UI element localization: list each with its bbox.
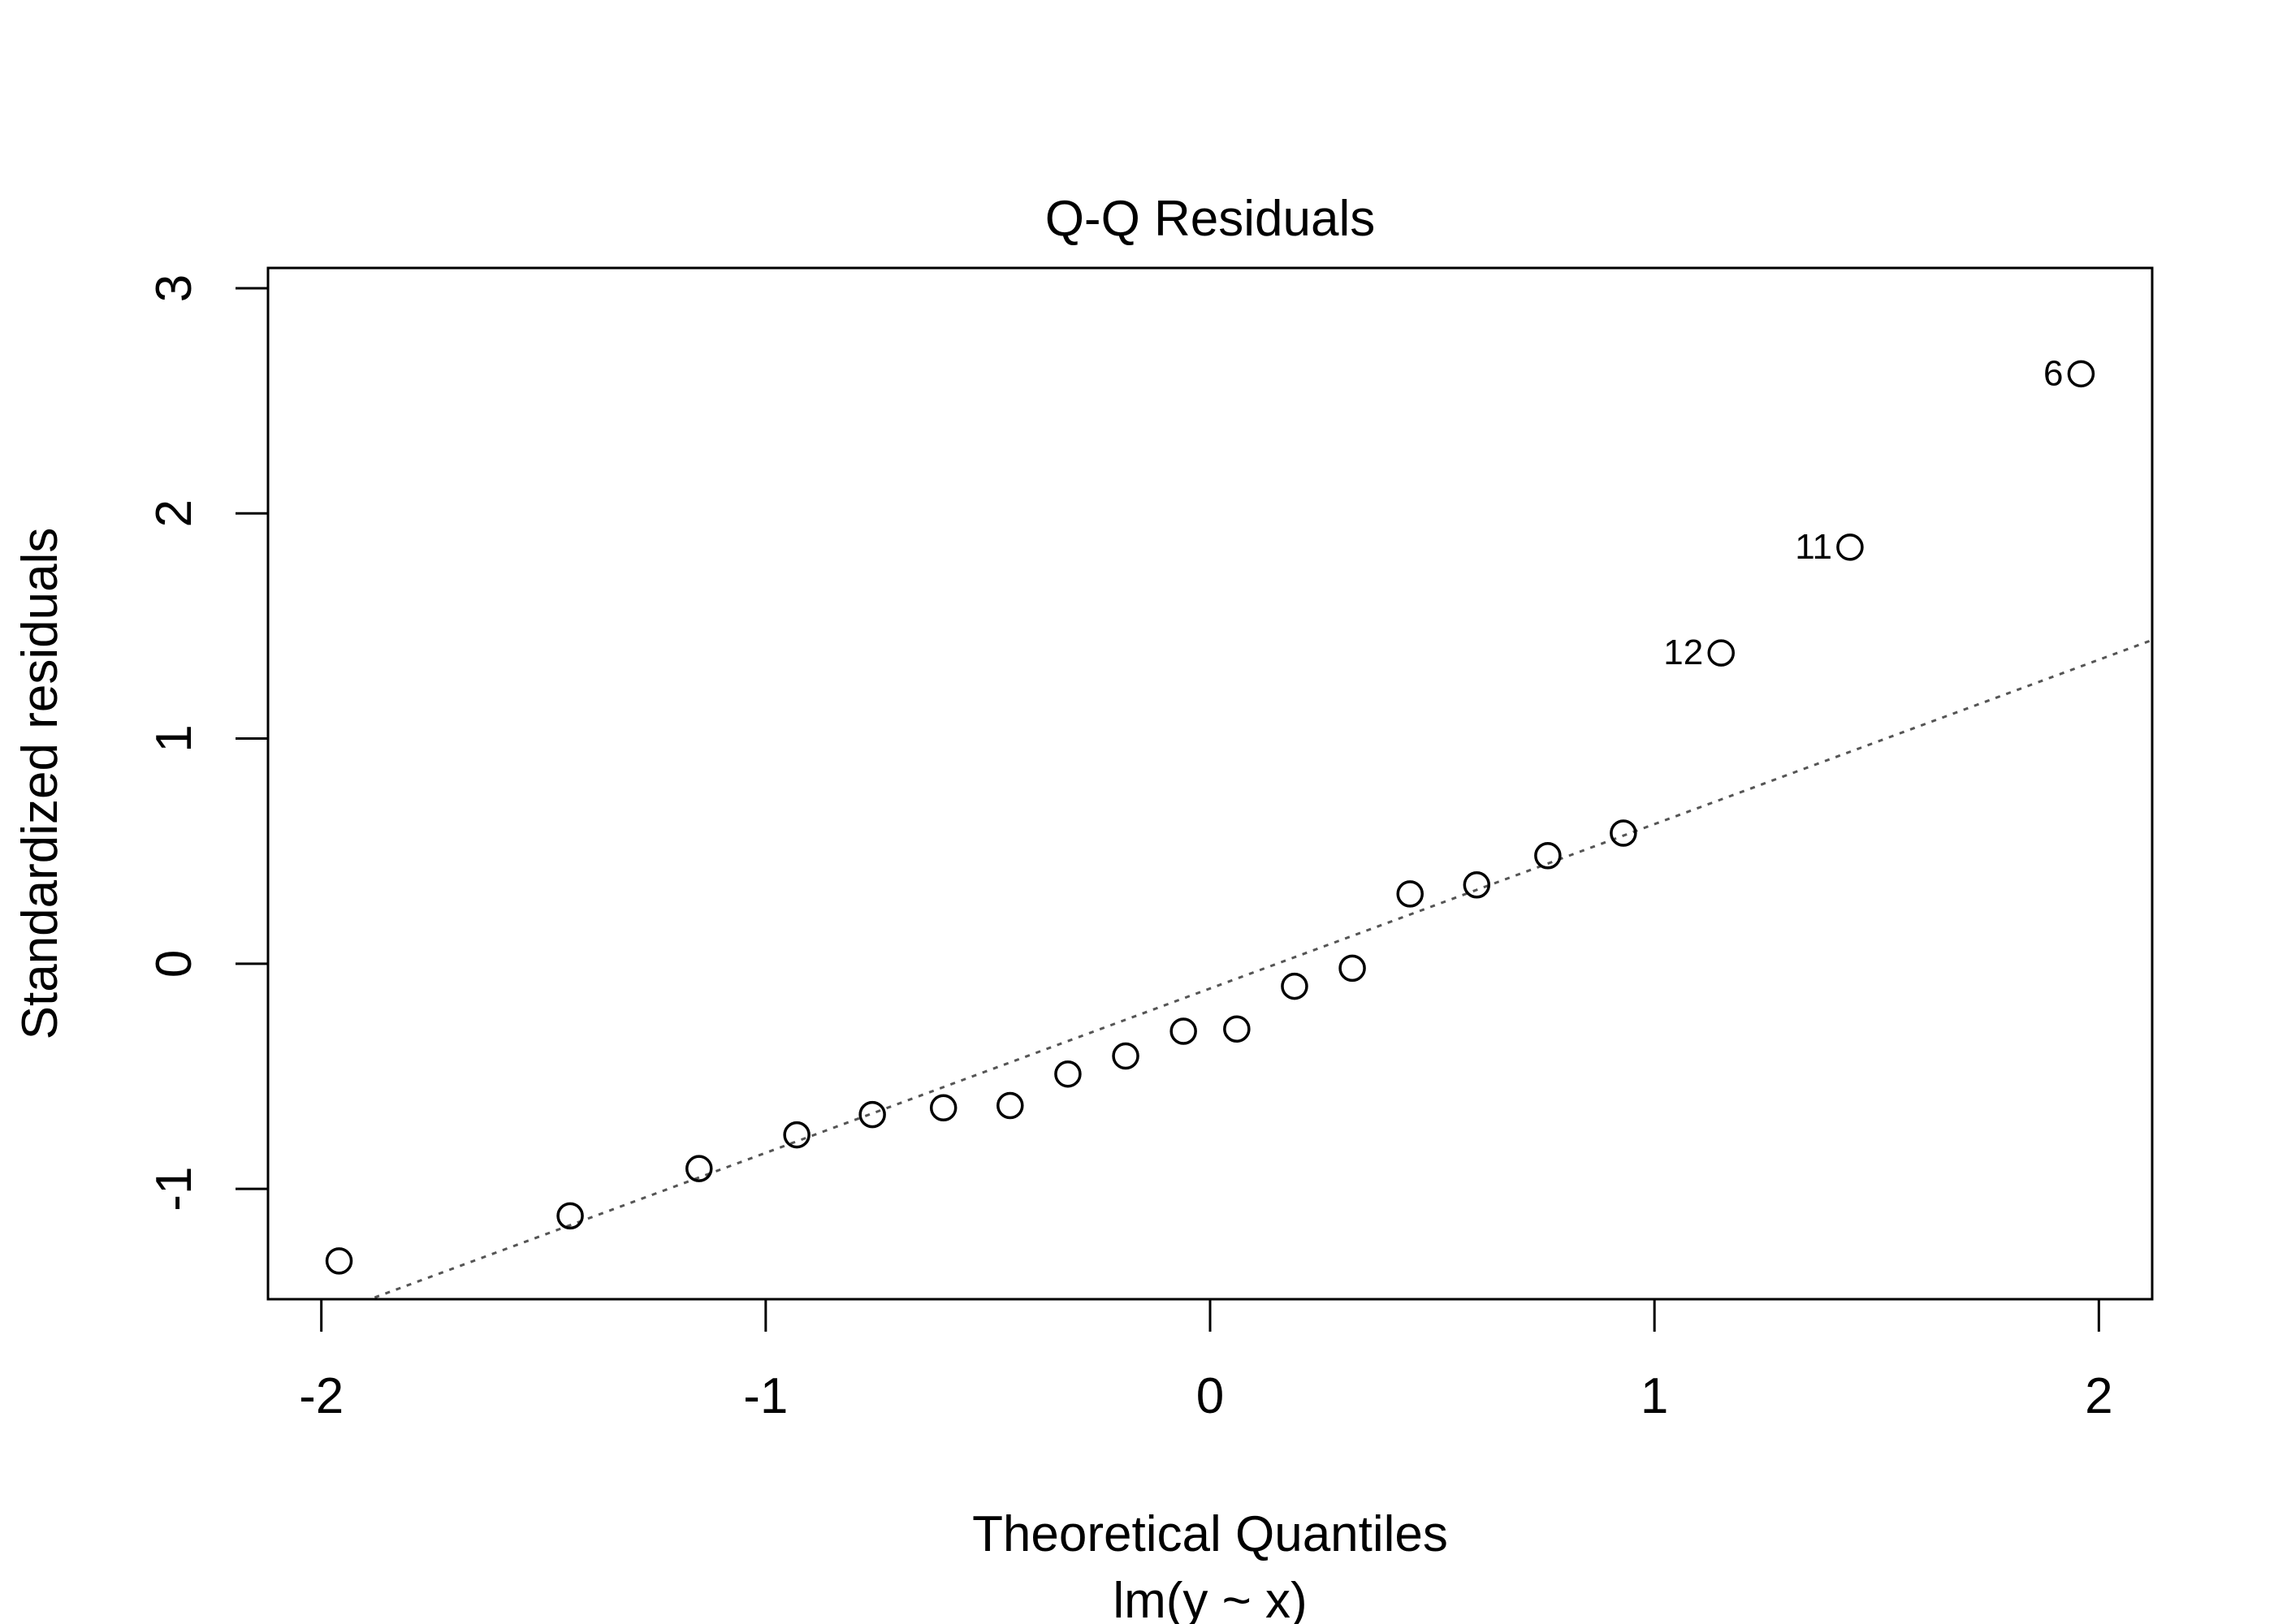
y-axis-label: Standardized residuals bbox=[12, 528, 68, 1040]
x-axis: -2 -1 0 1 2 bbox=[299, 1298, 2113, 1424]
x-axis-sublabel: lm(y ~ x) bbox=[1113, 1573, 1307, 1624]
plot-frame bbox=[266, 266, 2154, 1301]
x-tick-label: 1 bbox=[1641, 1368, 1668, 1424]
data-point bbox=[929, 1094, 958, 1122]
y-axis: -1 0 1 2 3 bbox=[146, 274, 270, 1212]
data-point bbox=[858, 1100, 886, 1129]
data-point bbox=[1610, 819, 1637, 847]
data-point bbox=[325, 1247, 353, 1275]
data-point bbox=[1534, 841, 1562, 870]
data-point bbox=[1836, 533, 1864, 561]
x-tick-label: 0 bbox=[1196, 1368, 1224, 1424]
data-point bbox=[1223, 1015, 1251, 1043]
data-point bbox=[1054, 1060, 1082, 1088]
data-point bbox=[1169, 1017, 1197, 1045]
data-point bbox=[1281, 972, 1308, 1000]
x-tick-label: -2 bbox=[299, 1368, 344, 1424]
point-label: 6 bbox=[2043, 353, 2063, 393]
data-point bbox=[1396, 880, 1424, 908]
data-point bbox=[2067, 360, 2095, 388]
point-label: 12 bbox=[1663, 633, 1703, 672]
chart-title: Q-Q Residuals bbox=[1045, 191, 1376, 247]
y-tick-label: 0 bbox=[146, 950, 202, 978]
y-tick-label: 2 bbox=[146, 499, 202, 527]
x-tick-label: -1 bbox=[743, 1368, 788, 1424]
data-point bbox=[1463, 871, 1491, 899]
data-point bbox=[783, 1121, 811, 1149]
point-label: 11 bbox=[1795, 527, 1832, 567]
data-point bbox=[996, 1091, 1024, 1120]
y-tick-label: 1 bbox=[146, 724, 202, 752]
plot-content: 12 11 6 bbox=[325, 353, 2152, 1299]
data-point bbox=[1112, 1042, 1139, 1070]
y-tick-label: -1 bbox=[146, 1167, 202, 1212]
reference-line bbox=[366, 638, 2152, 1299]
data-point bbox=[685, 1155, 713, 1182]
x-axis-label: Theoretical Quantiles bbox=[972, 1506, 1448, 1562]
data-point bbox=[1338, 954, 1366, 983]
data-point bbox=[556, 1202, 584, 1230]
x-tick-label: 2 bbox=[2085, 1368, 2112, 1424]
data-point bbox=[1707, 639, 1735, 667]
y-tick-label: 3 bbox=[146, 274, 202, 302]
